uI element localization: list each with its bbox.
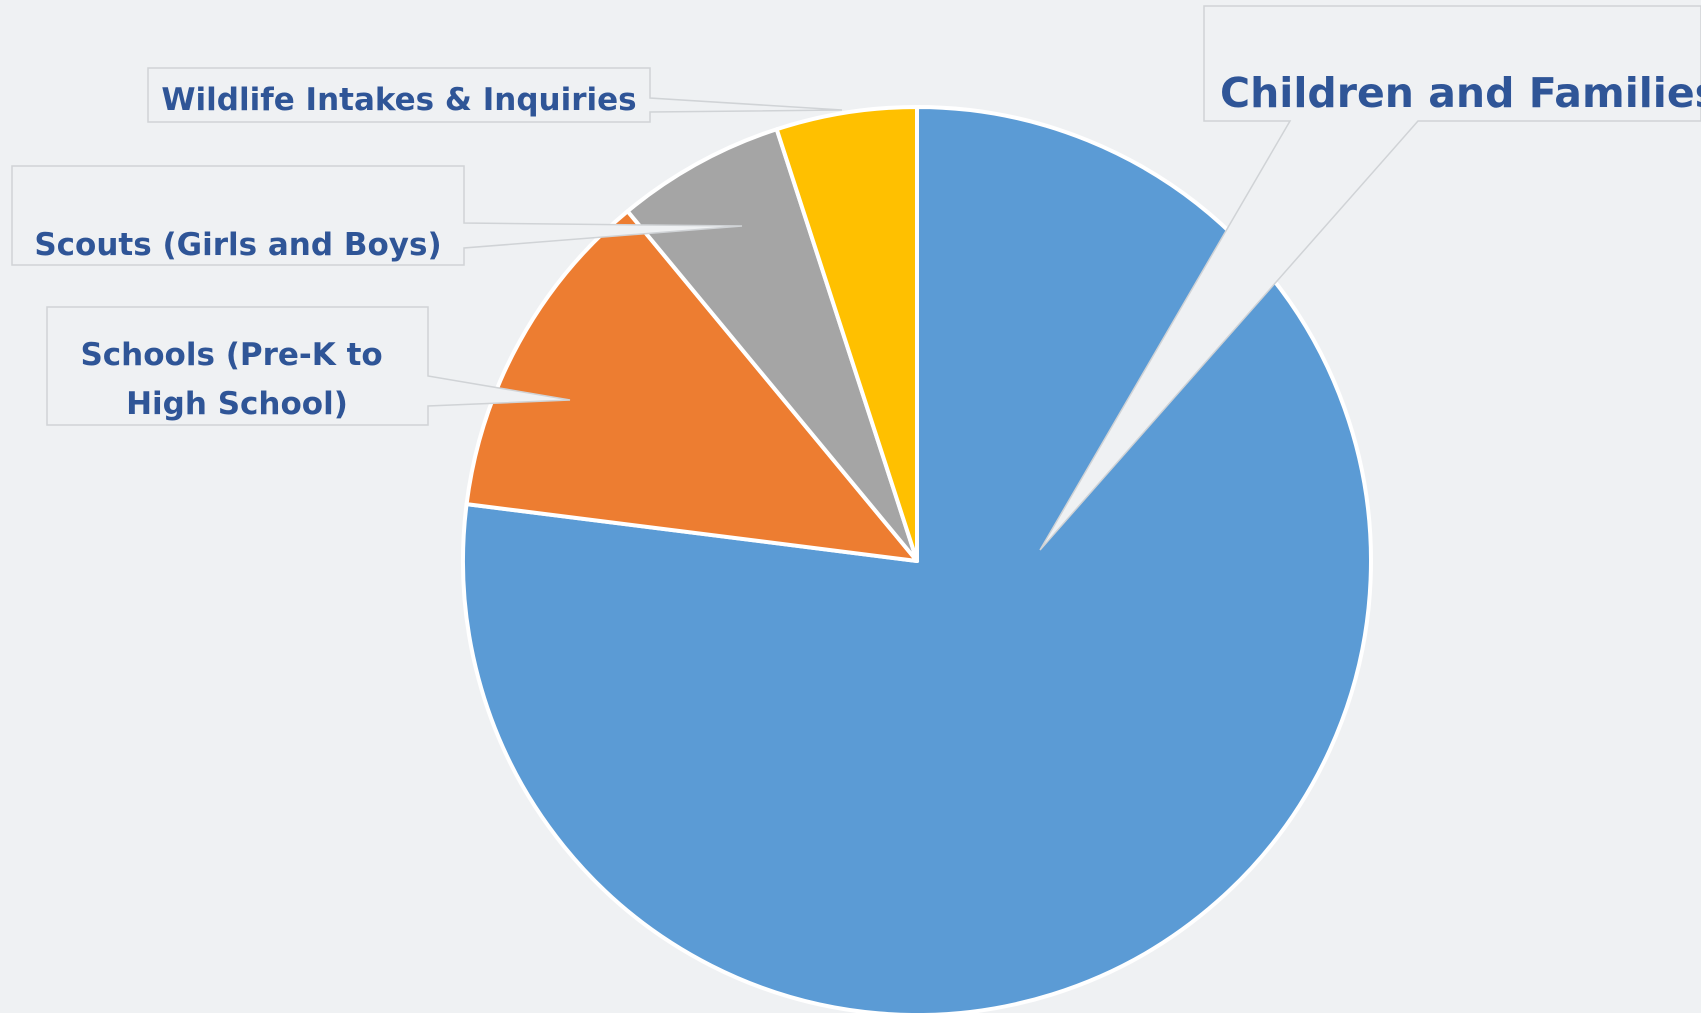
label-wildlife-intakes: Wildlife Intakes & Inquiries bbox=[161, 82, 636, 118]
label-schools: Schools (Pre-K to High School) bbox=[80, 337, 393, 422]
label-scouts: Scouts (Girls and Boys) bbox=[34, 227, 441, 263]
label-schools-line-1: Schools (Pre-K to bbox=[80, 337, 382, 373]
callout-scouts: Scouts (Girls and Boys) bbox=[11, 165, 743, 266]
callout-schools: Schools (Pre-K to High School) bbox=[46, 306, 571, 426]
label-schools-line-2: High School) bbox=[126, 386, 348, 422]
callout-children-and-families: Children and Families bbox=[1039, 5, 1701, 551]
pie-slice-wildlife-intakes[interactable] bbox=[774, 105, 919, 563]
pie-slice-scouts[interactable] bbox=[625, 127, 919, 563]
callout-wildlife-intakes: Wildlife Intakes & Inquiries bbox=[147, 67, 843, 123]
label-children-and-families: Children and Families bbox=[1220, 69, 1701, 117]
